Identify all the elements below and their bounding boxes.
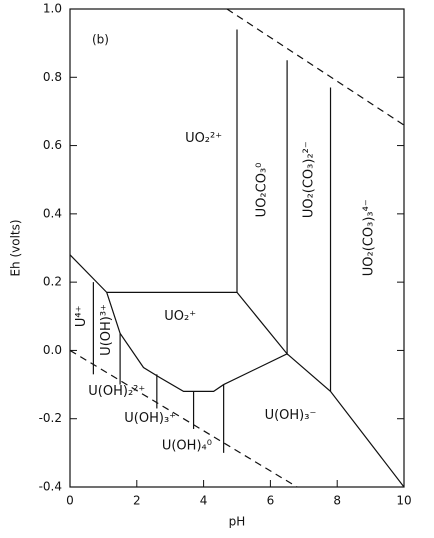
region-label: UO₂⁺ [164, 309, 196, 324]
boundary-line [106, 29, 238, 293]
x-tick-label: 0 [66, 494, 74, 508]
x-tick-label: 6 [267, 494, 275, 508]
region-label: U(OH)₃⁺ [124, 411, 176, 426]
region-label: UO₂(CO₃)₂²⁻ [301, 141, 316, 218]
y-tick-label: 0.0 [43, 343, 62, 357]
x-tick-label: 4 [200, 494, 208, 508]
y-tick-label: 0.8 [43, 70, 62, 84]
x-tick-label: 10 [396, 494, 411, 508]
region-label: U(OH)₄⁰ [162, 439, 212, 454]
region-label: UO₂CO₃⁰ [255, 163, 270, 218]
boundary-line [236, 60, 288, 356]
plot-frame [69, 8, 405, 488]
y-axis-label: Eh (volts) [9, 219, 23, 276]
region-label: U(OH)₂²⁺ [88, 384, 145, 399]
y-tick-label: 0.4 [43, 206, 62, 220]
boundary-line [226, 8, 405, 126]
y-tick-label: -0.4 [39, 480, 62, 494]
region-label: UO₂²⁺ [185, 131, 222, 146]
x-tick-label: 2 [133, 494, 141, 508]
region-label: U(OH)₃⁻ [265, 408, 317, 423]
x-axis-label: pH [229, 515, 246, 529]
y-tick-label: 1.0 [43, 2, 62, 16]
region-label: U⁴⁺ [74, 305, 89, 327]
boundary-line [69, 349, 298, 488]
boundary-line [69, 254, 405, 488]
region-label: UO₂(CO₃)₃⁴⁻ [361, 199, 376, 276]
y-tick-label: -0.2 [39, 411, 62, 425]
region-label: U(OH)³⁺ [99, 304, 114, 356]
x-tick-label: 8 [333, 494, 341, 508]
panel-annotation: (b) [92, 33, 109, 47]
y-tick-label: 0.6 [43, 138, 62, 152]
y-tick-label: 0.2 [43, 275, 62, 289]
